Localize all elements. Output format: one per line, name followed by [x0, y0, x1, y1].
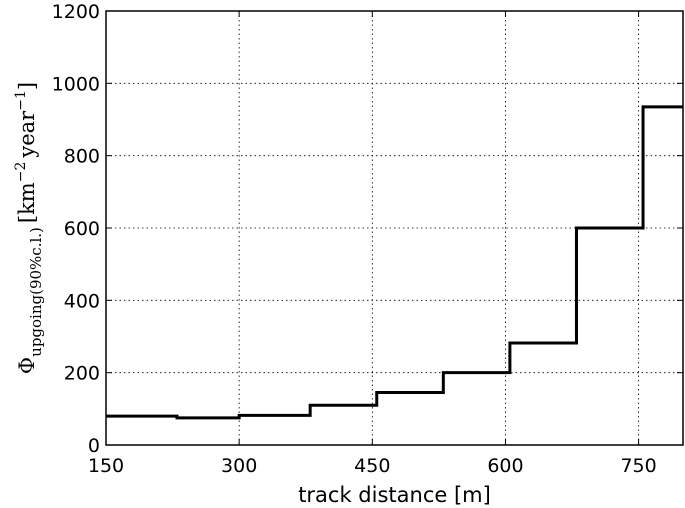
- y-axis-label-subscript: upgoing(90%c.l.): [27, 227, 45, 357]
- y-axis-label-symbol: Φ: [15, 357, 39, 374]
- x-tick-label: 150: [88, 455, 124, 477]
- x-tick-label: 750: [620, 455, 656, 477]
- y-axis-label: Φupgoing(90%c.l.) [km−2 year−1]: [13, 82, 45, 374]
- y-tick-label: 400: [64, 290, 100, 312]
- axis-ticks: 150 300 450 600 750 0 200 400 600 800 1000 1200: [52, 1, 683, 477]
- step-series-path: [106, 105, 683, 420]
- y-axis-label-middle: year: [15, 110, 39, 159]
- y-tick-label: 800: [64, 146, 100, 168]
- y-tick-label: 1000: [52, 73, 100, 95]
- y-axis-label-bracket-open: [km: [15, 182, 39, 223]
- y-axis-label-sup2: −1: [13, 90, 29, 111]
- y-axis-label-sup1: −2: [13, 162, 29, 183]
- series-step-line: [106, 105, 683, 420]
- y-tick-label: 600: [64, 218, 100, 240]
- y-tick-label: 0: [88, 435, 100, 457]
- x-tick-label: 450: [354, 455, 390, 477]
- y-axis-label-bracket-close: ]: [15, 82, 39, 90]
- y-tick-label: 200: [64, 363, 100, 385]
- y-tick-label: 1200: [52, 1, 100, 23]
- x-tick-label: 600: [487, 455, 523, 477]
- x-tick-label: 300: [221, 455, 257, 477]
- x-axis-label: track distance [m]: [298, 483, 491, 507]
